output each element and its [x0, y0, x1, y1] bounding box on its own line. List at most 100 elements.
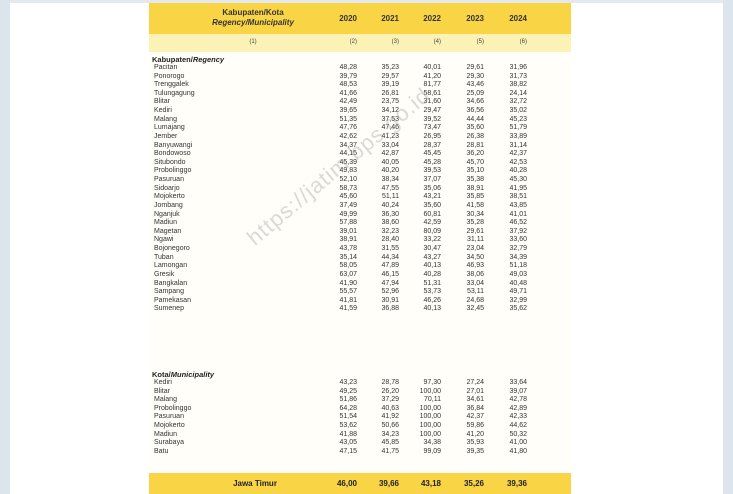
value-cell: 30,34	[466, 210, 484, 218]
value-cell: 45,39	[339, 158, 357, 166]
value-cell: 99,09	[423, 447, 441, 455]
value-cell: 60,81	[423, 210, 441, 218]
total-value: 43,18	[420, 479, 441, 488]
year-header: 2020	[339, 14, 357, 23]
value-cell: 41,20	[466, 430, 484, 438]
section-title-en: Regency	[192, 55, 225, 64]
value-cell: 42,33	[509, 413, 527, 421]
value-cell: 36,56	[466, 107, 484, 115]
value-cell: 41,95	[509, 184, 527, 192]
region-name: Tulungagung	[154, 89, 195, 97]
value-cell: 38,82	[509, 81, 527, 89]
value-cell: 40,20	[381, 167, 399, 175]
value-cell: 24,68	[466, 296, 484, 304]
value-cell: 33,60	[509, 236, 527, 244]
table-row: Blitar 49,25 26,20 100,00 27,01 39,07	[149, 388, 571, 397]
table-row: Sampang 55,57 52,96 53,73 53,11 49,71	[149, 288, 571, 297]
value-cell: 31,60	[423, 98, 441, 106]
value-cell: 38,51	[509, 193, 527, 201]
value-cell: 39,65	[339, 107, 357, 115]
value-cell: 41,75	[381, 447, 399, 455]
value-cell: 40,13	[423, 262, 441, 270]
region-name: Ngawi	[154, 236, 174, 244]
table-row: Probolinggo 49,83 40,20 39,53 35,10 40,28	[149, 167, 571, 176]
value-cell: 58,73	[339, 184, 357, 192]
region-name: Tuban	[154, 253, 174, 261]
region-name: Situbondo	[154, 158, 186, 166]
region-name: Nganjuk	[154, 210, 180, 218]
table-row: Ponorogo 39,79 29,57 41,20 29,30 31,73	[149, 73, 571, 82]
value-cell: 43,21	[423, 193, 441, 201]
region-name: Mojokerto	[154, 422, 185, 430]
value-cell: 36,84	[466, 404, 484, 412]
regency-label: Kabupaten/Kota	[222, 8, 284, 17]
value-cell: 49,71	[509, 288, 527, 296]
value-cell: 31,55	[381, 245, 399, 253]
value-cell: 25,09	[466, 89, 484, 97]
region-name: Surabaya	[154, 439, 184, 447]
value-cell: 42,37	[509, 150, 527, 158]
value-cell: 42,53	[509, 158, 527, 166]
value-cell: 81,77	[423, 81, 441, 89]
region-name: Batu	[154, 447, 169, 455]
value-cell: 51,79	[509, 124, 527, 132]
value-cell: 35,85	[466, 193, 484, 201]
table-row: Sidoarjo 58,73 47,55 35,06 38,91 41,95	[149, 185, 571, 194]
value-cell: 52,96	[381, 288, 399, 296]
table-row: Sumenep 41,59 36,88 40,13 32,45 35,62	[149, 305, 571, 314]
value-cell: 29,47	[423, 107, 441, 115]
value-cell: 80,09	[423, 227, 441, 235]
value-cell: 24,14	[509, 89, 527, 97]
value-cell: 39,53	[423, 167, 441, 175]
region-name: Bojonegoro	[154, 245, 190, 253]
value-cell: 100,00	[419, 413, 441, 421]
region-name: Pasuruan	[154, 413, 184, 421]
value-cell: 41,66	[339, 89, 357, 97]
table-row: Bojonegoro 43,78 31,55 30,47 23,04 32,79	[149, 245, 571, 254]
value-cell: 23,75	[381, 98, 399, 106]
value-cell: 31,11	[467, 236, 484, 244]
region-name: Malang	[154, 115, 177, 123]
value-cell: 35,38	[466, 176, 484, 184]
value-cell: 40,48	[509, 279, 527, 287]
value-cell: 40,28	[509, 167, 527, 175]
table-row: Probolinggo 64,28 40,63 100,00 36,84 42,89	[149, 405, 571, 414]
value-cell: 35,28	[466, 219, 484, 227]
value-cell: 42,49	[339, 98, 357, 106]
region-name: Magetan	[154, 227, 182, 235]
region-name: Pasuruan	[154, 176, 184, 184]
value-cell: 41,00	[509, 439, 527, 447]
section-title-en: Municipality	[170, 370, 215, 379]
value-cell: 29,57	[381, 72, 399, 80]
value-cell: 31,14	[509, 141, 527, 149]
table-row: Tuban 35,14 44,34 43,27 34,50 34,39	[149, 254, 571, 263]
value-cell: 38,06	[466, 270, 484, 278]
value-cell: 43,85	[509, 201, 527, 209]
document-page: Kabupaten/Kota Regency/Municipality 2020…	[149, 3, 571, 494]
value-cell: 73,47	[423, 124, 441, 132]
value-cell: 40,13	[423, 305, 441, 313]
value-cell: 35,10	[466, 167, 484, 175]
table-row: Kediri 39,65 34,12 29,47 36,56 35,02	[149, 107, 571, 116]
value-cell: 48,53	[339, 81, 357, 89]
total-label: Jawa Timur	[233, 479, 277, 488]
value-cell: 44,15	[339, 150, 357, 158]
value-cell: 39,79	[339, 72, 357, 80]
value-cell: 41,81	[339, 296, 357, 304]
region-name: Blitar	[154, 387, 170, 395]
table-row: Gresik 63,07 46,15 40,28 38,06 49,03	[149, 271, 571, 280]
value-cell: 53,73	[423, 288, 441, 296]
viewer-left-margin	[0, 0, 10, 494]
value-cell: 64,28	[339, 404, 357, 412]
region-name: Blitar	[154, 98, 170, 106]
section-title: Kota/	[152, 370, 171, 379]
value-cell: 41,88	[339, 430, 357, 438]
value-cell: 32,23	[381, 227, 399, 235]
value-cell: 28,37	[423, 141, 441, 149]
value-cell: 46,15	[381, 270, 399, 278]
value-cell: 35,60	[423, 201, 441, 209]
table-row: Pacitan 48,28 35,23 40,01 29,61 31,96	[149, 64, 571, 73]
value-cell: 33,22	[423, 236, 441, 244]
value-cell: 53,11	[467, 288, 484, 296]
value-cell: 51,31	[423, 279, 441, 287]
